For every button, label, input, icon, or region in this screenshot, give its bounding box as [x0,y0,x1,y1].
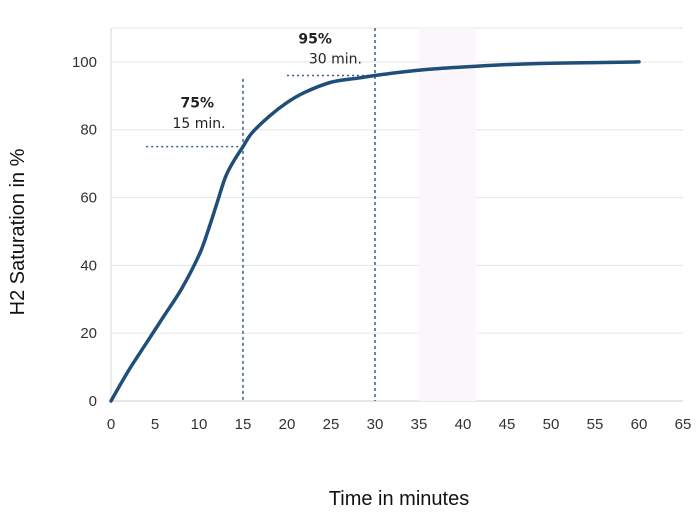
y-tick-label: 40 [80,257,97,274]
x-tick-label: 50 [543,416,560,433]
x-tick-label: 55 [587,416,604,433]
tick-labels: 0 20 40 60 80 100 0 5 10 15 20 25 30 35 40 45 50 55 60 65 [72,54,691,433]
x-tick-label: 35 [411,416,428,433]
x-tick-label: 20 [279,416,296,433]
x-tick-label: 25 [323,416,340,433]
y-axis-title: H2 Saturation in % [7,148,29,315]
y-tick-label: 0 [89,393,97,410]
x-tick-label: 0 [107,416,115,433]
x-tick-label: 40 [455,416,472,433]
y-tick-label: 20 [80,325,97,342]
reference-lines [146,28,376,401]
x-tick-label: 60 [631,416,648,433]
y-tick-label: 60 [80,190,97,207]
x-tick-label: 30 [367,416,384,433]
x-axis-title: Time in minutes [329,488,469,510]
x-tick-label: 45 [499,416,516,433]
annotation-percent: 75% [180,96,214,112]
x-tick-label: 10 [191,416,208,433]
highlight-band [419,28,477,401]
x-tick-label: 5 [151,416,159,433]
series-layer [109,60,641,403]
annotation-time: 15 min. [172,116,225,132]
grid-layer [110,27,683,402]
annotations: 75% 15 min. 95% 30 min. [172,31,362,132]
x-tick-label: 65 [675,416,692,433]
highlight-layer [419,28,477,401]
annotation-percent: 95% [298,31,332,47]
y-tick-label: 80 [80,122,97,139]
saturation-curve [109,60,641,403]
annotation-time: 30 min. [309,52,362,68]
x-tick-label: 15 [235,416,252,433]
y-tick-label: 100 [72,54,97,71]
